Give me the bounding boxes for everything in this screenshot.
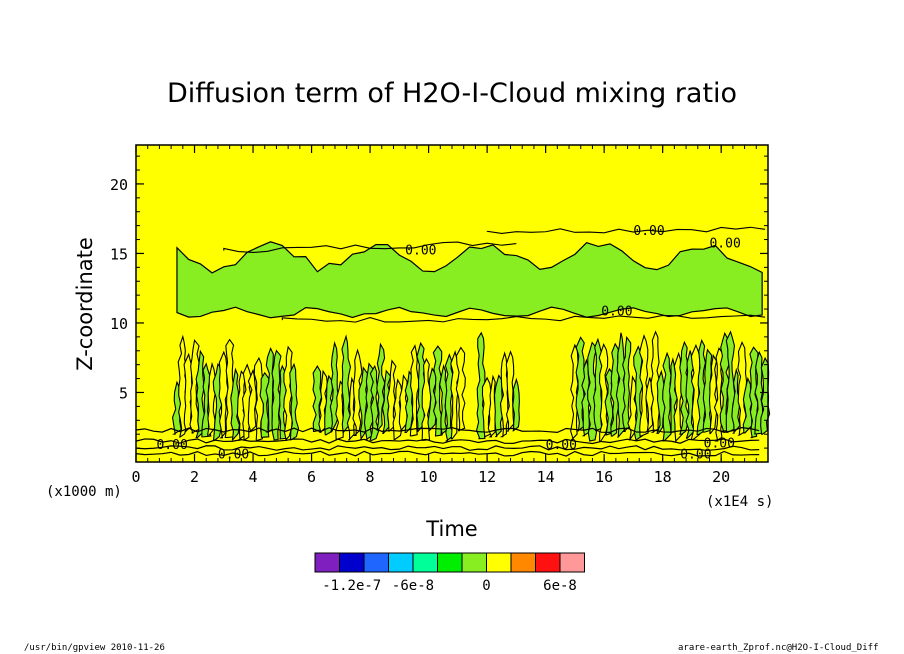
core-1-cell-25 <box>455 346 466 432</box>
low-contour-0 <box>135 450 760 457</box>
low-contour-3 <box>135 427 760 434</box>
x-unit-label: (x1E4 s) <box>706 494 773 510</box>
core-2-cell-1 <box>481 376 493 438</box>
contour-label-5: 0.00 <box>218 448 249 463</box>
core-1-cell-21 <box>432 345 443 437</box>
core-3-cell-32 <box>754 350 765 435</box>
x-tick-label-9: 18 <box>654 468 672 486</box>
x-tick-label-4: 8 <box>366 468 375 486</box>
core-3-cell-10 <box>627 375 638 441</box>
colorbar-swatch-6 <box>461 552 487 573</box>
contour-label-0: 0.00 <box>405 243 436 258</box>
colorbar-label-2: 0 <box>482 578 490 594</box>
x-axis: 0 2 4 6 8 10 12 14 16 18 20 <box>131 145 769 486</box>
core-3-cell-28 <box>731 367 741 434</box>
low-contour-2 <box>135 438 760 445</box>
contour-lines <box>135 226 766 457</box>
footer-right: arare-earth_Zprof.nc@H2O-I-Cloud_Diff <box>678 643 879 653</box>
core-3-cell-29 <box>737 341 748 436</box>
x-tick-label-0: 0 <box>131 468 140 486</box>
x-tick-label-7: 14 <box>537 468 555 486</box>
y-axis-label: Z-coordinate <box>73 237 97 371</box>
contour-streak-2 <box>281 314 766 323</box>
contour-label-7: 0.00 <box>704 437 735 452</box>
colorbar-swatch-7 <box>486 552 512 573</box>
colorbar-swatch-5 <box>437 552 463 573</box>
contour-streak-1 <box>486 226 766 235</box>
contour-label-3: 0.00 <box>601 304 632 319</box>
contour-label-6: 0.00 <box>680 448 711 463</box>
contour-label-2: 0.00 <box>709 236 740 251</box>
x-axis-label: Time <box>425 517 477 541</box>
colorbar-label-3: 6e-8 <box>543 578 577 594</box>
core-1-cell-17 <box>409 344 420 437</box>
colorbar-swatch-2 <box>363 552 389 573</box>
colorbar-swatch-10 <box>559 552 585 573</box>
core-3-cell-19 <box>679 340 690 435</box>
colorbar-label-0: -1.2e-7 <box>322 578 381 594</box>
colorbar-swatch-1 <box>339 552 365 573</box>
x-tick-label-3: 6 <box>307 468 316 486</box>
colorbar-swatch-9 <box>535 552 561 573</box>
colorbar-swatch-3 <box>388 552 414 573</box>
y-axis: 5 10 15 20 <box>110 155 768 449</box>
core-1-cell-23 <box>444 353 455 442</box>
colorbar-swatch-8 <box>510 552 536 573</box>
contour-field <box>171 241 771 442</box>
core-0-cell-3 <box>189 338 200 434</box>
colorbar: -1.2e-7 -6e-8 0 6e-8 <box>314 552 585 594</box>
core-1-cell-24 <box>450 350 461 440</box>
y-unit-label: (x1000 m) <box>46 484 122 500</box>
colorbar-swatch-4 <box>412 552 438 573</box>
core-3-cell-16 <box>662 351 672 442</box>
core-2-cell-5 <box>505 350 515 432</box>
core-0-cell-10 <box>230 367 240 441</box>
colorbar-swatch-0 <box>314 552 340 573</box>
core-0-cell-19 <box>283 345 293 442</box>
colorbar-label-1: -6e-8 <box>392 578 434 594</box>
contour-label-8: 0.00 <box>546 438 577 453</box>
upper-negative-region <box>176 241 763 319</box>
y-tick-label-0: 5 <box>119 384 128 402</box>
core-0-cell-20 <box>289 362 300 441</box>
core-0-cell-4 <box>195 349 205 439</box>
x-tick-label-8: 16 <box>595 468 613 486</box>
y-tick-label-1: 10 <box>110 315 128 333</box>
core-3-cell-9 <box>621 335 632 433</box>
core-0-cell-8 <box>218 350 229 439</box>
x-tick-label-5: 10 <box>420 468 438 486</box>
y-tick-label-2: 15 <box>110 245 128 263</box>
contour-label-4: 0.00 <box>156 438 187 453</box>
contour-label-1: 0.00 <box>633 224 664 239</box>
x-tick-label-6: 12 <box>478 468 496 486</box>
core-1-cell-0 <box>312 364 323 432</box>
core-3-cell-12 <box>639 333 649 437</box>
contour-streak-0 <box>223 241 517 254</box>
core-2-cell-6 <box>511 377 520 432</box>
footer-left: /usr/bin/gpview 2010-11-26 <box>24 643 165 653</box>
core-0-cell-13 <box>247 368 257 433</box>
low-contour-1 <box>135 445 760 452</box>
core-3-cell-26 <box>719 331 730 432</box>
chart-title: Diffusion term of H2O-I-Cloud mixing rat… <box>167 78 737 109</box>
y-tick-label-3: 20 <box>110 176 128 194</box>
x-tick-label-1: 2 <box>190 468 199 486</box>
x-tick-label-2: 4 <box>249 468 258 486</box>
x-tick-label-10: 20 <box>712 468 730 486</box>
core-1-cell-13 <box>386 359 397 432</box>
